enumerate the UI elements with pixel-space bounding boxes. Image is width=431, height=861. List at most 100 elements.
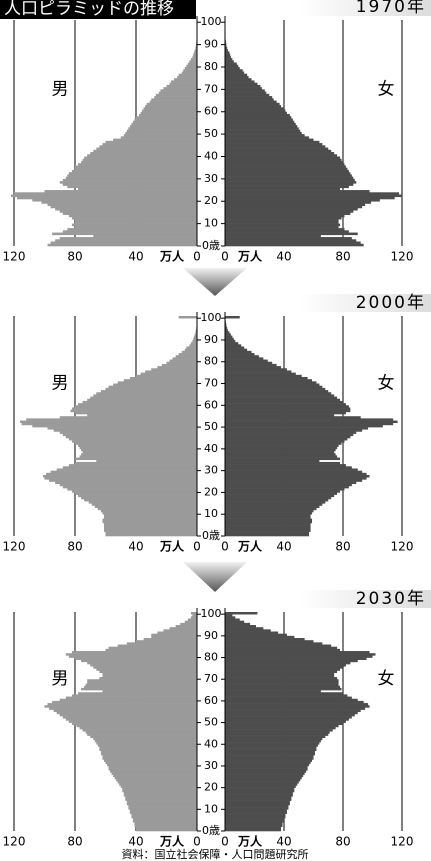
legend-male: 男 [52, 669, 69, 689]
bar [225, 383, 320, 387]
bar [225, 529, 311, 532]
bar [225, 770, 307, 773]
y-tick-label: 60 [204, 105, 218, 118]
x-tick-label: 0 [221, 835, 229, 849]
bar [55, 481, 197, 485]
bar [225, 440, 345, 443]
bar [225, 742, 320, 745]
bar [187, 618, 197, 621]
bar [169, 359, 197, 363]
bar [225, 420, 398, 424]
bar [225, 744, 318, 747]
bar [91, 503, 197, 506]
bar [62, 716, 197, 719]
age-column [197, 16, 225, 248]
arrow [183, 562, 247, 592]
bar [75, 167, 197, 171]
bar [62, 183, 197, 186]
bar [116, 778, 197, 782]
x-tick-label: 0 [193, 835, 201, 849]
y-tick-label: 100 [201, 15, 222, 28]
y-tick-label: 80 [204, 651, 218, 664]
bar [81, 659, 197, 663]
bar [78, 444, 197, 447]
bar [225, 726, 336, 730]
bar [192, 55, 197, 59]
bar [225, 359, 268, 363]
x-tick-label: 80 [67, 250, 82, 264]
bar [225, 746, 317, 749]
bar [225, 212, 351, 215]
bar [71, 722, 197, 726]
bar [103, 527, 197, 530]
bar [20, 420, 197, 424]
bar [122, 787, 197, 791]
bar [225, 381, 317, 384]
bar [225, 703, 369, 706]
bar [225, 457, 341, 461]
bar [126, 129, 197, 133]
bar [10, 194, 198, 198]
bar [225, 783, 298, 786]
bar [225, 51, 230, 54]
bar [75, 225, 197, 229]
bar [225, 765, 308, 769]
bar [177, 75, 197, 79]
y-tick-label: 50 [204, 420, 218, 433]
bar [158, 91, 197, 95]
bar [225, 102, 280, 106]
bar [225, 735, 326, 739]
bar [90, 396, 197, 400]
bar [225, 129, 301, 133]
bar [102, 512, 197, 515]
bar [105, 648, 197, 652]
bar [163, 87, 197, 90]
bar [132, 120, 197, 124]
bar [75, 219, 197, 222]
bar [225, 376, 308, 380]
bar [96, 392, 197, 395]
bar [97, 744, 197, 747]
bar [225, 105, 282, 108]
year-label: 2000年 [356, 293, 426, 313]
bar [113, 383, 197, 387]
bar [225, 459, 320, 463]
y-tick-label: 100 [201, 311, 222, 324]
bar [26, 418, 198, 421]
bar [96, 668, 197, 671]
bar [225, 237, 352, 240]
bar [105, 140, 197, 144]
bar [47, 427, 197, 430]
bar [225, 116, 292, 119]
x-tick-label: 80 [335, 835, 350, 849]
bar [67, 488, 197, 491]
bar [225, 475, 370, 478]
x-tick-label: 120 [391, 250, 414, 264]
bar [136, 828, 197, 832]
bar [142, 109, 197, 113]
bar [225, 230, 349, 233]
bar [184, 66, 197, 70]
bar [186, 64, 197, 68]
bar [79, 446, 197, 450]
x-tick-label: 0 [193, 540, 201, 554]
bar [132, 820, 197, 823]
bar [151, 98, 197, 101]
bar [225, 750, 315, 754]
bar [149, 100, 197, 104]
bar [225, 685, 341, 689]
bar [67, 185, 197, 189]
bar [225, 468, 358, 471]
bar [81, 448, 197, 452]
bar [225, 331, 230, 334]
bar [225, 127, 299, 130]
bar [195, 46, 197, 50]
bar [225, 42, 227, 45]
x-tick-label: 40 [128, 835, 143, 849]
bar [52, 700, 197, 704]
x-tick-label: 80 [335, 540, 350, 554]
bar [75, 221, 197, 224]
bar [131, 813, 197, 817]
bar [111, 772, 197, 775]
bar [93, 394, 197, 397]
